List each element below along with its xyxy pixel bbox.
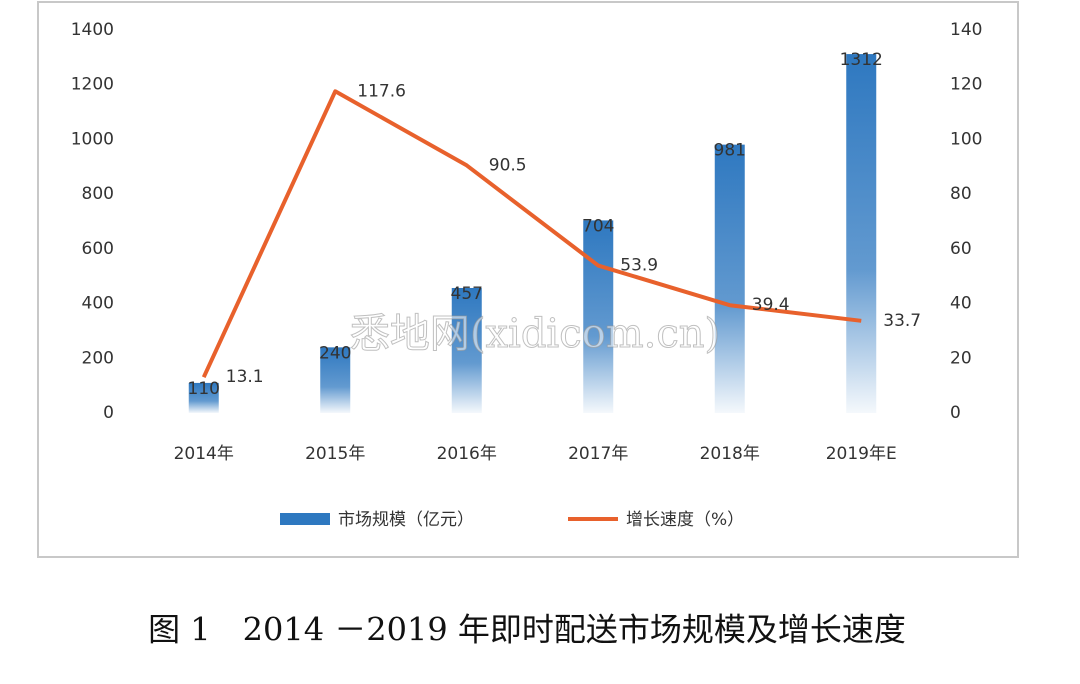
- line-value-label: 39.4: [752, 295, 790, 315]
- x-tick-label: 2014年: [174, 444, 234, 464]
- line-value-label: 13.1: [226, 367, 264, 387]
- bar-value-label: 704: [582, 216, 614, 236]
- x-tick-label: 2017年: [568, 444, 628, 464]
- y2-tick-label: 60: [950, 239, 972, 259]
- line-value-label: 90.5: [489, 155, 527, 175]
- legend-label: 增长速度（%）: [626, 510, 744, 530]
- y-tick-label: 1000: [71, 129, 114, 149]
- x-tick-label: 2019年E: [826, 444, 897, 464]
- bar: [714, 144, 745, 413]
- bar: [583, 220, 614, 413]
- y-tick-label: 800: [82, 184, 114, 204]
- y2-tick-label: 40: [950, 294, 972, 314]
- x-tick-label: 2018年: [700, 444, 760, 464]
- y2-tick-label: 140: [950, 20, 982, 40]
- x-tick-label: 2016年: [437, 444, 497, 464]
- legend-label: 市场规模（亿元）: [338, 510, 474, 530]
- y-tick-label: 1400: [71, 20, 114, 40]
- bar-value-label: 457: [451, 284, 483, 304]
- bar: [320, 347, 351, 413]
- bar-value-label: 1312: [840, 50, 883, 70]
- x-tick-label: 2015年: [305, 444, 365, 464]
- y-tick-label: 1200: [71, 75, 114, 95]
- y2-tick-label: 20: [950, 348, 972, 368]
- y-tick-label: 400: [82, 294, 114, 314]
- bar: [451, 287, 482, 413]
- line: [201, 89, 862, 378]
- caption: 图 1 2014 －2019 年即时配送市场规模及增长速度: [148, 611, 906, 649]
- y2-tick-label: 80: [950, 184, 972, 204]
- bar: [846, 54, 877, 414]
- y-tick-label: 0: [103, 403, 114, 423]
- y2-tick-label: 120: [950, 75, 982, 95]
- y-tick-label: 600: [82, 239, 114, 259]
- chart-frame: [37, 1, 1019, 558]
- line-value-label: 117.6: [357, 81, 406, 101]
- y2-tick-label: 100: [950, 129, 982, 149]
- legend-swatch: [280, 513, 330, 525]
- bar-value-label: 240: [319, 343, 351, 363]
- bar-value-label: 981: [714, 141, 746, 161]
- line-value-label: 53.9: [620, 256, 658, 276]
- y-tick-label: 200: [82, 348, 114, 368]
- bar: [188, 382, 219, 413]
- line-value-label: 33.7: [883, 311, 921, 331]
- y2-tick-label: 0: [950, 403, 961, 423]
- bar-value-label: 110: [188, 379, 220, 399]
- watermark: 悉地网(xidicom.cn): [350, 311, 720, 357]
